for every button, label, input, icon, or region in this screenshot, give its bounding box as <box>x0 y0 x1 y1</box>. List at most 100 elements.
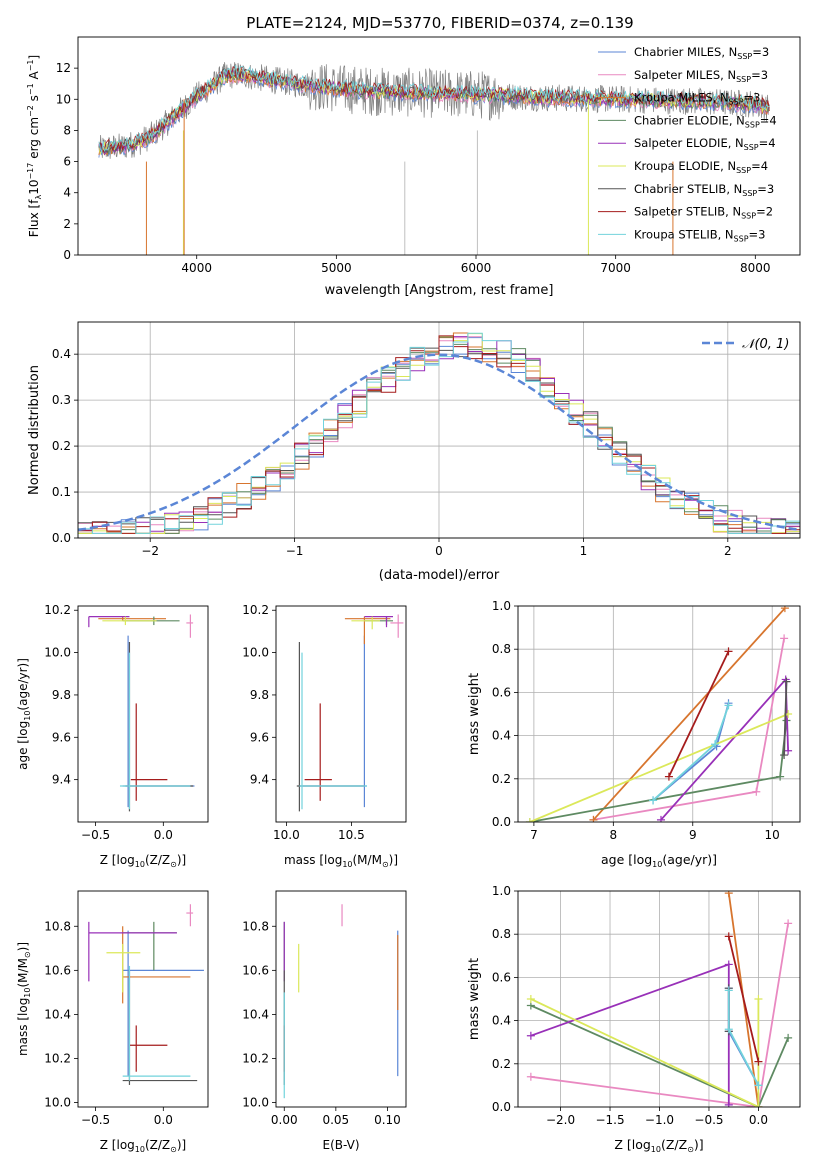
x-tick-label: 4000 <box>181 261 212 275</box>
mass-z-xlabel-part: 10 <box>135 1145 145 1154</box>
x-tick-label: 7000 <box>600 261 631 275</box>
legend-entry: Kroupa STELIB, NSSP=3 <box>634 227 765 243</box>
mass-z-xlabel-part: ⊙ <box>170 1145 177 1154</box>
x-tick-label: 0.0 <box>154 828 173 842</box>
x-tick-label: 2 <box>724 544 732 558</box>
mass-weight-marker <box>780 634 789 643</box>
age-z-ylabel-part: 10 <box>23 711 32 721</box>
mass-weight-z-panel: −2.0 −1.5 −1.0 −0.5 0.0 0.0 0.2 0.4 0.6 0.8 1.0 Z [… <box>467 884 801 1154</box>
y-tick-label: 9.6 <box>52 730 71 744</box>
mass-z-xlabel-part: )] <box>177 1138 186 1152</box>
age-vs-z-panel-points <box>88 614 195 812</box>
legend-nssp: =3 <box>744 91 761 105</box>
mass-weight-z-panel-xlabel-part: (Z/Z <box>661 1137 687 1152</box>
y-tick-label: 0.2 <box>492 772 511 786</box>
legend-entry: Kroupa MILES, NSSP=3 <box>634 91 760 107</box>
y-tick-label: 10.0 <box>242 646 269 660</box>
spectrum-ylabel-part: λ <box>34 195 43 200</box>
mass-weight-age-panel-xlabel-part: (age/yr)] <box>662 852 717 867</box>
mass-weight-age-panel-xlabel-part: 10 <box>652 860 662 869</box>
spectrum-ylabel-part: −1 <box>26 59 35 71</box>
legend-name: Kroupa MILES, N <box>634 91 729 105</box>
axes-frame <box>517 605 801 823</box>
histogram-panel: −2 −1 0 1 2 0.0 0.1 0.2 0.3 0.4 (data-model)/error… <box>27 321 801 583</box>
y-tick-label: 0.2 <box>492 1057 511 1071</box>
mass-z-ylabel: mass [log10(M/M⊙)] <box>16 942 32 1056</box>
mass-weight-age-panel-lines <box>525 606 793 822</box>
mass-weight-marker <box>780 751 789 760</box>
y-tick-label: 2 <box>63 217 71 231</box>
y-tick-label: 6 <box>63 155 71 169</box>
mass-z-ylabel-part: ⊙ <box>23 951 32 958</box>
legend-sub: SSP <box>736 166 751 175</box>
y-tick-label: 10.6 <box>242 963 269 977</box>
x-tick-label: −0.5 <box>81 828 110 842</box>
mass-weight-marker <box>754 1081 763 1090</box>
spectrum-ylabel-part: −1 <box>26 83 35 95</box>
legend-gaussian-label: 𝒩(0, 1) <box>742 337 789 352</box>
mass-weight-line-7 <box>668 651 730 777</box>
spectrum-title: PLATE=2124, MJD=53770, FIBERID=0374, z=0… <box>246 14 633 32</box>
legend-entry: Chabrier ELODIE, NSSP=4 <box>634 113 777 129</box>
x-tick-label: −1 <box>286 544 304 558</box>
legend-name: Salpeter ELODIE, N <box>634 136 744 150</box>
spectrum-ylabel-part: Flux [f <box>27 199 41 237</box>
mass-weight-marker <box>526 1072 535 1081</box>
legend-sub: SSP <box>744 143 759 152</box>
mass-weight-marker <box>724 932 733 941</box>
mass-weight-marker <box>780 606 789 613</box>
spectrum-ylabel-part: 10 <box>27 180 41 195</box>
mass-weight-z-panel-xlabel-part: )] <box>694 1137 704 1152</box>
legend-sub: SSP <box>741 212 756 221</box>
x-tick-label: −0.5 <box>81 1113 110 1127</box>
age-z-xlabel-part: 10 <box>135 860 145 869</box>
y-tick-label: 10.8 <box>242 919 269 933</box>
mass-weight-marker <box>711 740 720 749</box>
y-tick-label: 12 <box>56 61 71 75</box>
axes-frame <box>77 605 209 823</box>
spectrum-panel: 4000 5000 6000 7000 8000 0 2 4 6 8 10 12 wavelength … <box>26 36 801 298</box>
mass-weight-line-5 <box>529 713 789 822</box>
mass-z-ylabel-part: 10 <box>23 987 32 997</box>
mass-z-ylabel-part: )] <box>16 942 30 951</box>
legend-nssp: =3 <box>749 227 766 241</box>
legend-nssp: =4 <box>751 159 768 173</box>
y-tick-label: 0.6 <box>492 970 511 984</box>
age-z-xlabel-part: ⊙ <box>170 860 177 869</box>
mass-weight-marker <box>664 772 673 781</box>
y-tick-label: 0.0 <box>492 815 511 829</box>
legend-nssp: =3 <box>751 68 768 82</box>
gaussian-curve <box>78 353 800 532</box>
mass-z-xlabel-part: Z [log <box>100 1138 135 1152</box>
age-z-xlabel-part: (Z/Z <box>145 853 170 867</box>
mass-vs-ebv-panel: 0.00 0.05 0.10 10.0 10.2 10.4 10.6 10.8 E(B-V) <box>242 890 407 1152</box>
y-tick-label: 0.2 <box>52 439 71 453</box>
mass-weight-marker <box>724 891 733 898</box>
y-tick-label: 9.8 <box>250 688 269 702</box>
y-tick-label: 0.8 <box>492 927 511 941</box>
x-tick-label: 8000 <box>740 261 771 275</box>
legend-name: Chabrier STELIB, N <box>634 182 742 196</box>
legend-entry: Chabrier MILES, NSSP=3 <box>634 45 769 61</box>
y-tick-label: 10.2 <box>242 603 269 617</box>
y-tick-label: 0.8 <box>492 642 511 656</box>
axes-frame <box>275 605 407 823</box>
x-tick-label: 10.5 <box>338 828 365 842</box>
x-tick-label: 0.00 <box>271 1113 298 1127</box>
x-tick-label: 5000 <box>321 261 352 275</box>
mass-weight-line-1 <box>530 923 789 1107</box>
mass-weight-marker <box>784 919 793 928</box>
age-z-ylabel-part: age [log <box>16 721 30 770</box>
x-tick-label: 1 <box>580 544 588 558</box>
mass-weight-line-2 <box>592 607 786 821</box>
y-tick-label: 10 <box>56 92 71 106</box>
axes-frame <box>517 890 801 1108</box>
age-vs-z-panel: −0.5 0.09.49.69.810.010.2Z [log10(Z/Z⊙)]a… <box>16 603 209 869</box>
y-tick-label: 0.6 <box>492 685 511 699</box>
legend-sub: SSP <box>742 189 757 198</box>
mass-weight-z-panel-ylabel: mass weight <box>467 958 482 1040</box>
legend-nssp: =4 <box>760 113 777 127</box>
legend-name: Kroupa STELIB, N <box>634 227 734 241</box>
y-tick-label: 1.0 <box>492 884 511 898</box>
y-tick-label: 10.2 <box>44 603 71 617</box>
